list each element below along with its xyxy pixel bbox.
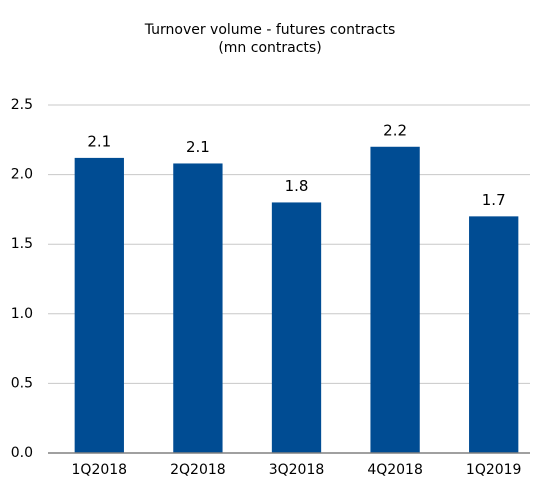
y-tick-label: 0.0 [11, 445, 33, 461]
y-tick-label: 1.0 [11, 306, 33, 322]
data-label: 1.8 [285, 177, 309, 195]
bar [173, 163, 223, 454]
chart-title: Turnover volume - futures contracts [144, 22, 396, 38]
data-label: 2.1 [186, 138, 210, 156]
chart-subtitle: (mn contracts) [218, 40, 321, 56]
data-label: 1.7 [482, 191, 506, 209]
x-tick-label: 1Q2018 [72, 462, 128, 478]
data-label: 2.2 [383, 121, 407, 139]
y-tick-label: 1.5 [11, 236, 33, 252]
x-tick-label: 3Q2018 [269, 462, 325, 478]
data-label: 2.1 [87, 132, 111, 150]
x-tick-label: 2Q2018 [170, 462, 226, 478]
y-tick-label: 2.5 [11, 97, 33, 113]
x-tick-label: 1Q2019 [466, 462, 522, 478]
bar [469, 216, 519, 453]
bar [370, 146, 420, 453]
bar [74, 157, 124, 453]
y-tick-label: 2.0 [11, 167, 33, 183]
x-tick-label: 4Q2018 [367, 462, 423, 478]
y-tick-label: 0.5 [11, 375, 33, 391]
bar [271, 202, 322, 453]
